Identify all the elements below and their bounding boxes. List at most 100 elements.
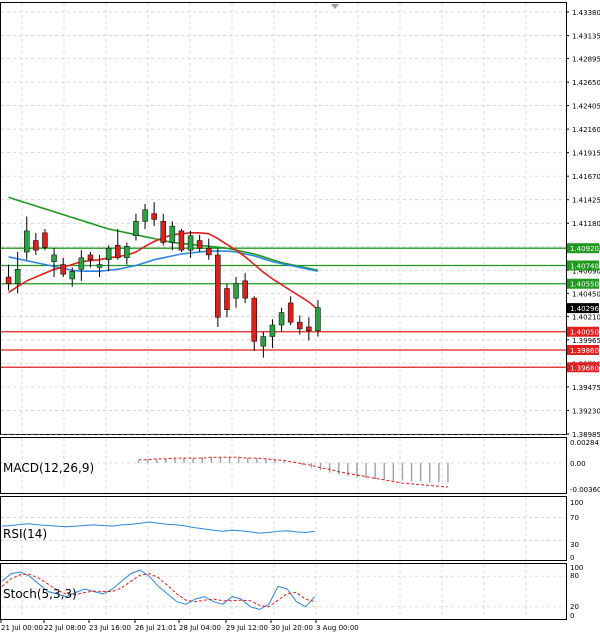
level-tag-label: 1.39860: [570, 347, 599, 355]
macd-signal-line: [138, 456, 448, 488]
candle: [278, 307, 285, 332]
candle: [178, 229, 185, 253]
rsi-line: [1, 521, 315, 534]
time-tick-label: 26 Jul 21:01: [135, 624, 177, 632]
candle: [187, 230, 194, 258]
macd-tick-bottom: -0.003604: [570, 486, 600, 494]
stoch-grid: [1, 575, 566, 608]
level-tag-label: 1.40550: [570, 281, 599, 289]
stoch-d-line: [1, 573, 315, 608]
macd-label: MACD(12,26,9): [3, 461, 94, 475]
candle: [287, 296, 294, 326]
price-axis: 1.43380 1.43135 1.42895 1.42650 1.42405 1.421…: [566, 9, 600, 439]
price-grid: [1, 11, 566, 435]
rsi-tick-0: 0: [570, 554, 574, 562]
price-tick-label: 1.42160: [572, 126, 600, 134]
time-tick-label: 21 Jul 00:00: [1, 624, 43, 632]
price-tick-label: 1.39230: [572, 407, 600, 415]
level-tags: 1.40920 1.40740 1.40550 1.40050 1.39860 1.396…: [567, 243, 599, 373]
rsi-label: RSI(14): [3, 527, 47, 541]
pane-frames: [0, 2, 567, 620]
level-tag-bg: [567, 344, 599, 355]
candle: [251, 296, 257, 351]
stoch-tick-100: 100: [570, 564, 583, 572]
price-tick-label: 1.41425: [572, 197, 600, 205]
stoch-label: Stoch(5,3,3): [3, 587, 77, 601]
candle: [269, 319, 276, 349]
price-tick-label: 1.41915: [572, 150, 600, 158]
macd-tick-zero: 0.00: [570, 460, 586, 468]
candle: [215, 248, 221, 327]
candle: [42, 229, 48, 251]
stoch-tick-0: 0: [570, 612, 574, 620]
candle: [242, 273, 248, 303]
chart-shift-marker-icon[interactable]: [331, 4, 339, 9]
candle: [124, 242, 130, 265]
candle: [160, 213, 166, 246]
current-price-tag-bg: [567, 303, 599, 314]
level-tag-bg: [567, 326, 599, 337]
candle: [5, 264, 12, 291]
time-tick-label: 22 Jul 08:00: [44, 624, 86, 632]
price-tick-label: 1.43380: [572, 9, 600, 17]
rsi-tick-100: 100: [570, 499, 583, 507]
candle: [206, 238, 212, 260]
time-tick-label: 30 Jul 20:00: [271, 624, 313, 632]
price-tick-label: 1.41180: [572, 220, 600, 228]
price-tick-label: 1.39475: [572, 384, 600, 392]
rsi-tick-70: 70: [570, 514, 579, 522]
candle: [14, 252, 21, 294]
candle: [87, 252, 94, 268]
time-tick-label: 3 Aug 00:00: [316, 624, 359, 632]
rsi-grid: [1, 517, 566, 541]
macd-histogram: [137, 457, 449, 483]
level-tag-bg: [567, 278, 599, 289]
stoch-tick-20: 20: [570, 603, 579, 611]
candle: [115, 229, 121, 260]
level-tag-bg: [567, 260, 599, 271]
candle: [151, 202, 157, 227]
price-tick-label: 1.38985: [572, 431, 600, 439]
rsi-tick-30: 30: [570, 541, 579, 549]
candle: [60, 257, 66, 278]
candle: [260, 331, 267, 358]
stoch-tick-80: 80: [570, 572, 579, 580]
level-tag-bg: [567, 362, 599, 373]
candle: [133, 213, 139, 241]
candle: [315, 300, 321, 337]
level-tag-label: 1.40050: [570, 329, 599, 337]
price-tick-label: 1.42405: [572, 103, 600, 111]
time-axis: 21 Jul 00:00 22 Jul 08:00 23 Jul 16:00 26 J…: [0, 620, 359, 632]
price-tick-label: 1.43135: [572, 33, 600, 41]
candle: [297, 315, 303, 335]
candle: [78, 250, 85, 281]
level-tag-label: 1.40740: [570, 262, 599, 270]
candle: [142, 204, 148, 230]
candle: [105, 245, 112, 272]
candle: [51, 248, 57, 278]
level-tag-label: 1.40920: [570, 245, 599, 253]
candle: [233, 277, 239, 308]
price-tick-label: 1.40690: [572, 267, 600, 275]
candle: [224, 283, 230, 318]
time-tick-label: 29 Jul 12:00: [226, 624, 268, 632]
level-tag-bg: [567, 243, 599, 254]
candle: [96, 254, 103, 278]
price-tick-label: 1.40450: [572, 290, 600, 298]
time-grid: [21, 3, 527, 619]
candle: [196, 234, 203, 253]
price-tick-label: 1.41670: [572, 173, 600, 181]
price-tick-label: 1.42895: [572, 56, 600, 64]
candle: [69, 267, 75, 287]
candle: [33, 232, 39, 255]
price-tick-label: 1.42650: [572, 79, 600, 87]
macd-tick-top: 0.002841: [570, 439, 600, 447]
current-price-tag-label: 1.40296: [570, 305, 599, 313]
candle: [24, 216, 30, 260]
stoch-k-line: [1, 569, 316, 610]
time-tick-label: 23 Jul 16:00: [89, 624, 131, 632]
candle: [169, 221, 176, 251]
candle: [306, 317, 312, 341]
time-tick-label: 28 Jul 04:00: [179, 624, 221, 632]
